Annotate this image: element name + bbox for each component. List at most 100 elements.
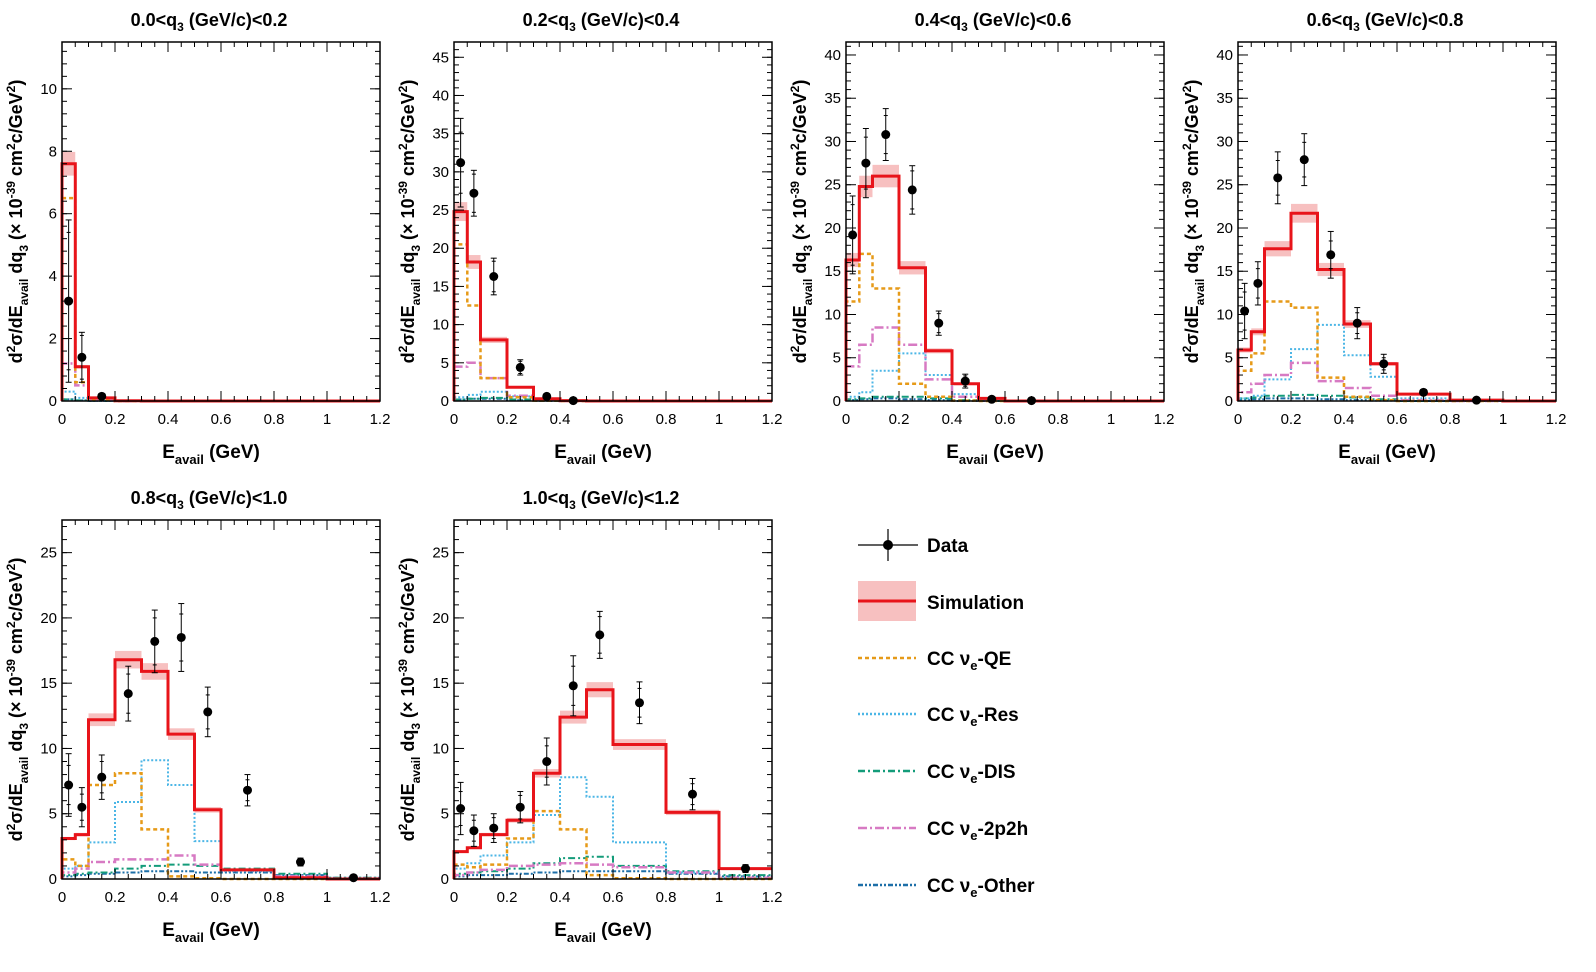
y-label-cm: cm <box>398 628 418 659</box>
y-label-exp: -39 <box>1180 181 1194 199</box>
x-tick-label: 0.2 <box>105 889 126 906</box>
y-tick-label: 15 <box>432 278 449 295</box>
hist-sim <box>60 658 380 881</box>
x-axis-label: Eavail (GeV) <box>1338 442 1436 467</box>
y-tick-label: 20 <box>1216 220 1233 237</box>
x-tick-label: 0 <box>58 889 66 906</box>
x-tick-label: 0.6 <box>1387 411 1408 428</box>
y-tick-label: 30 <box>824 133 841 150</box>
y-label-cgev: c/GeV <box>398 92 418 143</box>
y-tick-label: 0 <box>49 393 57 410</box>
data-point <box>542 757 552 767</box>
data-point <box>881 130 891 140</box>
data-point <box>489 823 499 833</box>
y-label-close: ) <box>398 80 418 86</box>
y-label-cm: cm <box>6 628 26 659</box>
x-tick-label: 1 <box>323 411 331 428</box>
y-axis-label: d2σ/dEavail dq3 (× 10-39 cm2c/GeV2) <box>1180 80 1207 364</box>
legend-label-other: CC νe-Other <box>927 876 1035 900</box>
panel-title-post: (GeV/c)<1.0 <box>184 488 288 508</box>
data-point <box>469 188 479 198</box>
x-tick-label: 0.6 <box>995 411 1016 428</box>
y-label-sigma: σ/dE <box>1182 305 1202 345</box>
x-tick-label: 0.8 <box>264 411 285 428</box>
y-label-d: d <box>6 352 26 363</box>
y-label-close: ) <box>398 558 418 564</box>
y-tick-label: 4 <box>49 268 57 285</box>
y-label-two-b: 2 <box>4 85 18 92</box>
data-point <box>243 785 252 795</box>
x-tick-label: 0.4 <box>158 889 179 906</box>
y-label-two-b: 2 <box>1180 85 1194 92</box>
panel-title: 0.6<q3 (GeV/c)<0.8 <box>1307 10 1464 34</box>
y-label-cgev: c/GeV <box>398 570 418 621</box>
panel-title-sub: 3 <box>569 498 576 512</box>
data-point <box>1299 155 1309 165</box>
data-point <box>1240 306 1250 316</box>
y-tick-label: 6 <box>49 206 57 223</box>
data-point <box>741 864 750 874</box>
x-tick-label: 0.8 <box>264 889 285 906</box>
y-tick-label: 20 <box>432 610 449 627</box>
legend-item-simulation: Simulation <box>858 581 1024 621</box>
plot-frame <box>1237 41 1557 402</box>
hist-sim <box>452 688 772 879</box>
y-tick-label: 0 <box>833 393 841 410</box>
data-point <box>907 185 917 195</box>
y-label-two-b: 2 <box>396 563 410 570</box>
y-label-times: (× 10 <box>6 198 26 245</box>
y-label-two: 2 <box>4 143 18 150</box>
y-label-d: d <box>6 830 26 841</box>
y-label-avail: avail <box>17 757 31 784</box>
x-axis-label: Eavail (GeV) <box>162 920 260 945</box>
x-axis-label-sub: avail <box>175 930 204 945</box>
legend-item-res: CC νe-Res <box>858 705 1019 729</box>
x-axis-label-unit: (GeV) <box>596 920 652 941</box>
x-tick-label: 0.2 <box>105 411 126 428</box>
x-tick-label: 0.2 <box>497 889 518 906</box>
x-tick-label: 0 <box>450 411 458 428</box>
x-tick-label: 0.6 <box>211 411 232 428</box>
data-point <box>489 271 499 281</box>
y-tick-label: 40 <box>824 47 841 64</box>
y-axis-label: d2σ/dEavail dq3 (× 10-39 cm2c/GeV2) <box>4 80 31 364</box>
y-label-dq: dq <box>790 252 810 279</box>
panel-title-pre: 1.0<q <box>523 488 570 508</box>
y-tick-label: 15 <box>824 263 841 280</box>
x-tick-label: 1 <box>715 889 723 906</box>
data-point <box>64 780 74 790</box>
y-tick-label: 2 <box>49 331 57 348</box>
legend-label-data: Data <box>927 536 969 557</box>
y-label-three: 3 <box>17 723 31 730</box>
data-point <box>1379 359 1389 369</box>
y-label-cgev: c/GeV <box>790 92 810 143</box>
data-point <box>1419 387 1428 397</box>
hist-res <box>61 759 380 880</box>
data-point <box>515 802 525 812</box>
y-label-cgev: c/GeV <box>6 92 26 143</box>
x-axis-label-sub: avail <box>1351 452 1380 467</box>
hist-sim <box>60 162 380 403</box>
x-axis-label: Eavail (GeV) <box>554 442 652 467</box>
y-label-two: 2 <box>1180 143 1194 150</box>
data-point <box>1352 318 1362 328</box>
y-tick-label: 0 <box>441 871 449 888</box>
x-tick-label: 0 <box>842 411 850 428</box>
legend-data-marker <box>883 540 893 550</box>
x-axis-label-sub: avail <box>567 930 596 945</box>
y-label-exp: -39 <box>788 181 802 199</box>
panel-title: 1.0<q3 (GeV/c)<1.2 <box>523 488 680 512</box>
x-axis-label: Eavail (GeV) <box>554 920 652 945</box>
x-tick-label: 0 <box>58 411 66 428</box>
y-label-two-b: 2 <box>788 85 802 92</box>
y-tick-label: 10 <box>40 740 57 757</box>
y-label-dq: dq <box>398 730 418 757</box>
data-point <box>848 230 858 240</box>
y-tick-label: 30 <box>1216 133 1233 150</box>
y-tick-label: 5 <box>441 355 449 372</box>
plot-frame <box>453 41 773 402</box>
x-tick-label: 0.4 <box>550 411 571 428</box>
